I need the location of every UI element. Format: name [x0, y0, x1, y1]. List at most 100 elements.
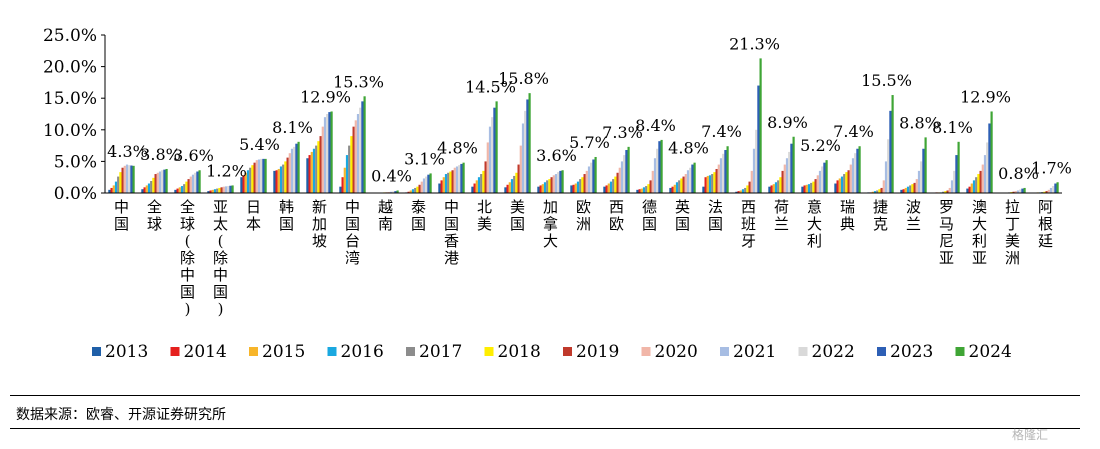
bar-2024	[660, 139, 663, 193]
bar-2016	[675, 182, 679, 193]
bar-2021	[125, 164, 129, 193]
legend-label: 2020	[655, 342, 698, 362]
data-label: 8.8%	[899, 113, 940, 132]
bar-2018	[350, 136, 353, 193]
bar-2017	[216, 188, 219, 193]
bar-2014	[803, 185, 806, 193]
bar-2023	[229, 185, 232, 193]
bar-2023	[196, 171, 199, 193]
bar-2017	[744, 187, 747, 193]
bar-2021	[257, 159, 261, 193]
bar-2024	[1023, 187, 1026, 193]
legend-label: 2013	[105, 342, 148, 362]
bar-2015	[178, 187, 181, 193]
bar-2022	[491, 117, 494, 193]
bar-2015	[211, 189, 214, 193]
bar-2024	[825, 160, 828, 193]
data-label: 15.8%	[498, 69, 549, 88]
bar-2018	[515, 172, 518, 193]
category-label: 亚太(除中国)	[213, 198, 228, 318]
bar-2021	[686, 170, 690, 193]
bar-2017	[975, 177, 978, 193]
legend-item: 2020	[641, 342, 698, 362]
bar-2017	[117, 176, 120, 193]
legend-swatch	[92, 347, 101, 356]
bar-2016	[147, 183, 151, 193]
bar-2020	[981, 164, 984, 193]
bar-2021	[224, 186, 228, 193]
category-label: 越南	[378, 198, 393, 233]
bar-2015	[508, 182, 511, 193]
bar-2022	[260, 158, 263, 193]
data-label: 7.3%	[602, 123, 643, 142]
bar-2024	[726, 146, 729, 193]
bar-2014	[143, 187, 146, 193]
bar-2013	[801, 186, 804, 193]
bar-2019	[121, 167, 124, 193]
bar-2022	[557, 172, 560, 193]
bar-2020	[717, 164, 720, 193]
legend-label: 2021	[733, 342, 776, 362]
bar-2013	[900, 189, 903, 193]
bar-2024	[462, 162, 465, 193]
bar-2022	[458, 165, 461, 193]
bar-2016	[840, 176, 844, 193]
watermark-text: 格隆汇	[1012, 428, 1049, 442]
bar-2013	[702, 186, 705, 193]
bar-2015	[112, 185, 115, 193]
bar-2013	[438, 183, 441, 193]
bar-2023	[757, 85, 760, 193]
y-axis: 0.0% 5.0% 10.0% 15.0% 20.0% 25.0%	[43, 26, 106, 204]
bar-2018	[185, 181, 188, 193]
bar-2023	[328, 112, 331, 193]
bar-2015	[442, 177, 445, 193]
data-label: 15.5%	[861, 71, 912, 90]
bar-2014	[539, 185, 542, 193]
bar-2021	[1016, 190, 1020, 193]
data-label: 8.9%	[767, 113, 808, 132]
bar-2020	[354, 120, 357, 193]
bar-group	[1005, 187, 1026, 193]
bar-2024	[759, 58, 762, 193]
bar-2022	[755, 129, 758, 193]
category-label: 德国	[642, 198, 657, 233]
legend-item: 2017	[406, 342, 462, 362]
category-label: 日本	[246, 198, 261, 233]
category-label: 荷兰	[774, 198, 789, 233]
bar-2023	[295, 143, 298, 193]
bar-group	[966, 111, 993, 193]
legend-swatch	[720, 347, 729, 356]
top-divider	[10, 395, 1080, 396]
bar-group	[306, 111, 333, 193]
bar-2024	[990, 111, 993, 193]
legend-item: 2016	[327, 342, 384, 362]
bar-2022	[590, 162, 593, 193]
bar-group	[240, 158, 267, 193]
bar-2020	[783, 164, 786, 193]
bar-2023	[559, 170, 562, 193]
bar-2024	[957, 141, 960, 193]
bar-2016	[609, 181, 613, 193]
legend-label: 2016	[341, 342, 384, 362]
bar-2021	[323, 117, 327, 193]
bar-2021	[785, 158, 789, 193]
bar-2023	[493, 107, 496, 193]
bar-2014	[902, 189, 905, 193]
bar-2018	[1043, 191, 1046, 193]
bar-2021	[950, 180, 954, 193]
data-label: 14.5%	[465, 77, 516, 96]
bar-2017	[678, 180, 681, 193]
legend-label: 2024	[969, 342, 1012, 362]
bar-2014	[506, 184, 509, 193]
bar-group	[471, 101, 498, 193]
bar-2018	[977, 174, 980, 193]
bar-2016	[510, 179, 514, 193]
data-label: 12.9%	[960, 87, 1011, 106]
legend-item: 2024	[955, 342, 1012, 362]
data-label: 1.2%	[206, 161, 247, 180]
bar-2018	[713, 172, 716, 193]
category-label: 全球	[147, 198, 162, 233]
bar-2017	[909, 185, 912, 193]
